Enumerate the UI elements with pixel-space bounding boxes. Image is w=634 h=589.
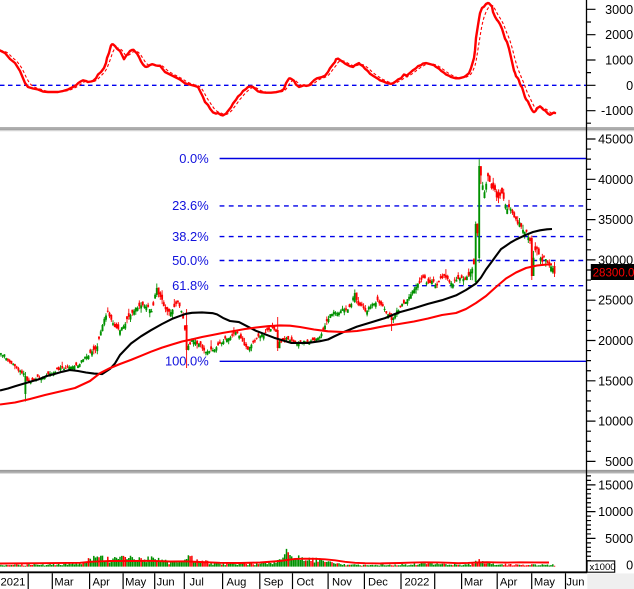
svg-text:25000: 25000 [598,294,633,308]
svg-text:May: May [125,577,147,589]
svg-text:38.2%: 38.2% [172,229,209,244]
svg-text:2022: 2022 [405,577,430,589]
svg-text:35000: 35000 [598,213,633,227]
svg-text:Apr: Apr [500,577,518,589]
svg-text:Dec: Dec [368,577,388,589]
svg-text:Mar: Mar [464,577,484,589]
svg-text:Mar: Mar [54,577,74,589]
svg-text:Nov: Nov [332,577,352,589]
svg-text:5000: 5000 [605,455,633,469]
svg-text:15000: 15000 [598,478,633,492]
svg-text:2021: 2021 [1,577,26,589]
svg-text:May: May [534,577,556,589]
svg-text:50.0%: 50.0% [172,253,209,268]
svg-text:40000: 40000 [598,173,633,187]
svg-text:100.0%: 100.0% [165,354,209,369]
svg-text:15000: 15000 [598,374,633,388]
svg-text:45000: 45000 [598,133,633,147]
svg-text:x1000: x1000 [590,562,616,573]
svg-text:Sep: Sep [264,577,284,589]
svg-text:3000: 3000 [605,3,633,17]
svg-text:5000: 5000 [605,532,633,546]
svg-text:20000: 20000 [598,334,633,348]
svg-text:0: 0 [626,559,633,573]
svg-text:30000: 30000 [598,253,633,267]
svg-text:28300.00: 28300.00 [593,266,634,279]
svg-text:-1000: -1000 [601,104,633,118]
svg-text:10000: 10000 [598,505,633,519]
svg-text:Aug: Aug [227,577,247,589]
svg-text:Jun: Jun [566,577,584,589]
svg-text:0.0%: 0.0% [179,151,208,166]
svg-text:0: 0 [626,79,633,93]
svg-text:61.8%: 61.8% [172,278,209,293]
svg-text:Jul: Jul [190,577,204,589]
svg-text:Oct: Oct [297,577,315,589]
svg-text:2000: 2000 [605,28,633,42]
svg-text:Jun: Jun [157,577,175,589]
svg-text:10000: 10000 [598,415,633,429]
svg-text:1000: 1000 [605,54,633,68]
svg-text:23.6%: 23.6% [172,198,209,213]
svg-text:Apr: Apr [93,577,111,589]
